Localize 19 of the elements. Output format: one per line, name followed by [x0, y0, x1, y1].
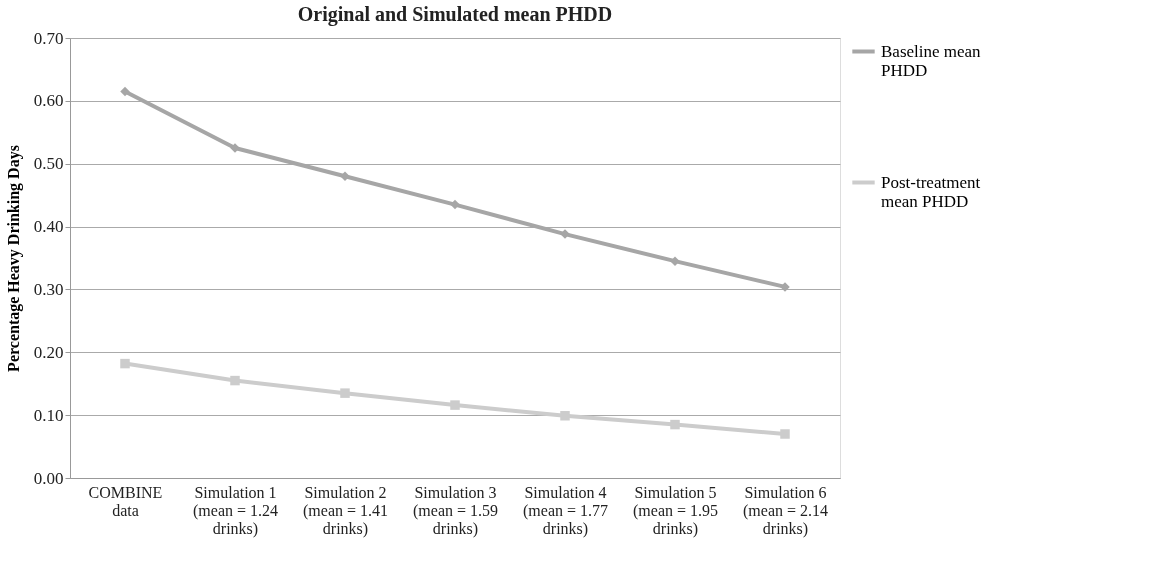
y-tick-label: 0.50: [33, 154, 64, 174]
x-tick-label: Simulation 1 (mean = 1.24 drinks): [193, 483, 278, 538]
chart-title: Original and Simulated mean PHDD: [297, 3, 613, 26]
x-tick-label: Simulation 4 (mean = 1.77 drinks): [523, 483, 608, 538]
legend-label: Baseline mean PHDD: [881, 41, 982, 80]
x-tick-label: Simulation 6 (mean = 2.14 drinks): [743, 483, 828, 538]
legend-label: Post-treatment mean PHDD: [881, 172, 981, 211]
y-tick-label: 0.00: [33, 468, 64, 488]
x-tick-label: Simulation 3 (mean = 1.59 drinks): [413, 483, 498, 538]
y-tick-label: 0.60: [33, 91, 64, 111]
y-tick-label: 0.40: [33, 217, 64, 237]
y-axis-title: Percentage Heavy Drinking Days: [4, 145, 23, 372]
y-tick-label: 0.70: [33, 28, 64, 48]
y-tick-label: 0.20: [33, 342, 64, 362]
x-tick-label: Simulation 2 (mean = 1.41 drinks): [303, 483, 388, 538]
y-tick-label: 0.10: [33, 405, 64, 425]
y-tick-label: 0.30: [33, 279, 64, 299]
x-tick-label: Simulation 5 (mean = 1.95 drinks): [633, 483, 718, 538]
x-tick-label: COMBINE data: [88, 483, 163, 519]
